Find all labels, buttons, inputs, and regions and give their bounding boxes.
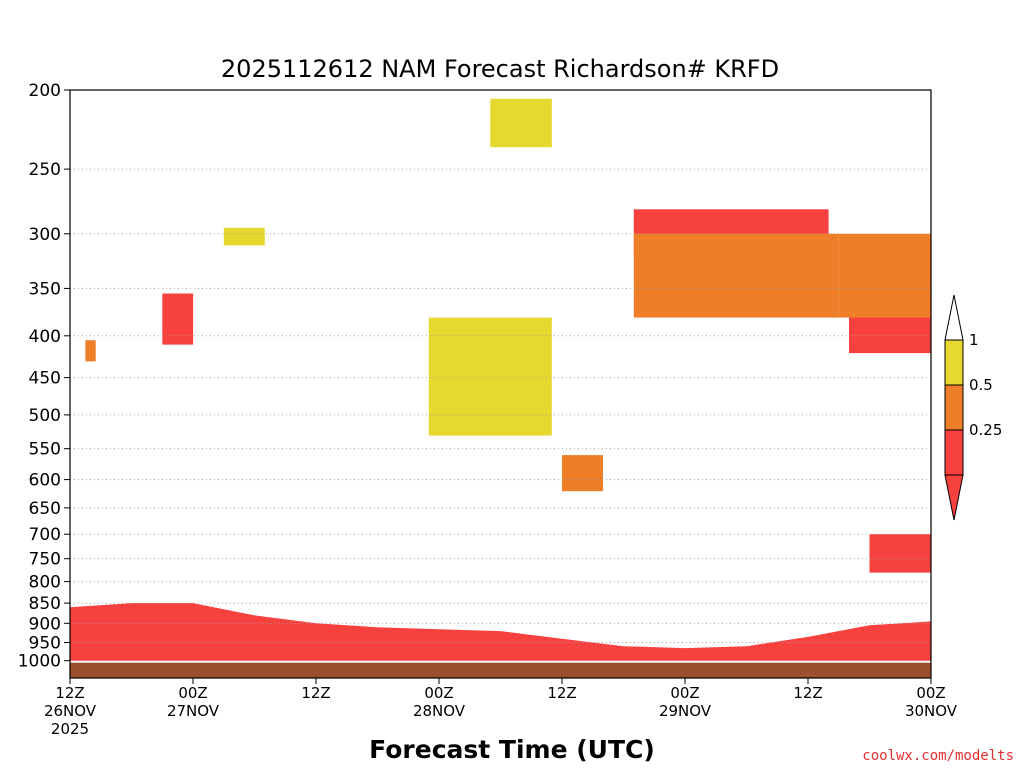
y-tick-label-650: 650 bbox=[29, 499, 61, 519]
y-tick-label-750: 750 bbox=[29, 550, 61, 570]
x-tick-label-7-0: 00Z bbox=[916, 684, 945, 702]
y-tick-label-450: 450 bbox=[29, 369, 61, 389]
legend-swatch-2 bbox=[944, 429, 964, 476]
y-tick-label-200: 200 bbox=[29, 81, 61, 101]
legend-label-0: 1 bbox=[969, 331, 979, 349]
x-tick-label-6-0: 12Z bbox=[793, 684, 822, 702]
y-tick-label-250: 250 bbox=[29, 160, 61, 180]
x-tick-label-5-1: 29NOV bbox=[659, 702, 712, 720]
x-tick-label-3-0: 00Z bbox=[424, 684, 453, 702]
y-tick-label-500: 500 bbox=[29, 406, 61, 426]
x-axis-label: Forecast Time (UTC) bbox=[369, 735, 655, 764]
chart-title: 2025112612 NAM Forecast Richardson# KRFD bbox=[221, 55, 779, 83]
heatmap-region-3 bbox=[162, 293, 194, 345]
y-tick-label-1000: 1000 bbox=[18, 652, 61, 672]
heatmap-region-9 bbox=[633, 233, 839, 318]
y-tick-label-550: 550 bbox=[29, 440, 61, 460]
x-tick-label-2-0: 12Z bbox=[301, 684, 330, 702]
y-tick-label-600: 600 bbox=[29, 471, 61, 491]
y-tick-label-900: 900 bbox=[29, 614, 61, 634]
y-tick-label-850: 850 bbox=[29, 594, 61, 614]
heatmap-region-11 bbox=[838, 233, 931, 318]
y-tick-label-300: 300 bbox=[29, 225, 61, 245]
legend-top-arrow bbox=[944, 294, 964, 341]
x-tick-label-0-0: 12Z bbox=[55, 684, 84, 702]
legend: 1 0.5 0.25 bbox=[944, 294, 1002, 521]
x-tick-label-0-2: 2025 bbox=[51, 720, 89, 738]
y-tick-label-950: 950 bbox=[29, 634, 61, 654]
legend-swatch-1 bbox=[944, 384, 964, 431]
heatmap-region-2 bbox=[223, 227, 265, 246]
y-tick-label-700: 700 bbox=[29, 525, 61, 545]
credit-text: coolwx.com/modelts bbox=[862, 748, 1014, 764]
heatmap-region-1 bbox=[490, 98, 552, 148]
x-tick-label-7-1: 30NOV bbox=[905, 702, 958, 720]
y-tick-label-800: 800 bbox=[29, 573, 61, 593]
legend-bottom-arrow bbox=[944, 474, 964, 521]
x-tick-label-0-1: 26NOV bbox=[44, 702, 97, 720]
heatmap-region-12 bbox=[869, 534, 931, 573]
heatmap-region-6 bbox=[428, 317, 552, 436]
ground-band bbox=[70, 662, 931, 678]
x-tick-label-4-0: 12Z bbox=[547, 684, 576, 702]
heatmap-cells bbox=[70, 98, 931, 661]
legend-swatch-0 bbox=[944, 339, 964, 386]
y-tick-label-400: 400 bbox=[29, 327, 61, 347]
heatmap-region-4 bbox=[85, 340, 96, 362]
x-tick-label-1-0: 00Z bbox=[178, 684, 207, 702]
plot-frame bbox=[69, 89, 932, 679]
y-tick-label-350: 350 bbox=[29, 279, 61, 299]
x-tick-label-1-1: 27NOV bbox=[167, 702, 220, 720]
x-tick-label-3-1: 28NOV bbox=[413, 702, 466, 720]
legend-label-2: 0.25 bbox=[969, 421, 1002, 439]
heatmap-region-0 bbox=[70, 603, 931, 661]
legend-label-1: 0.5 bbox=[969, 376, 993, 394]
plot-area bbox=[70, 98, 931, 678]
x-tick-label-5-0: 00Z bbox=[670, 684, 699, 702]
heatmap-region-7 bbox=[562, 455, 603, 492]
y-axis: 200 250 300 350 400 450 500 550 600 650 700 750 8008… bbox=[18, 81, 70, 672]
